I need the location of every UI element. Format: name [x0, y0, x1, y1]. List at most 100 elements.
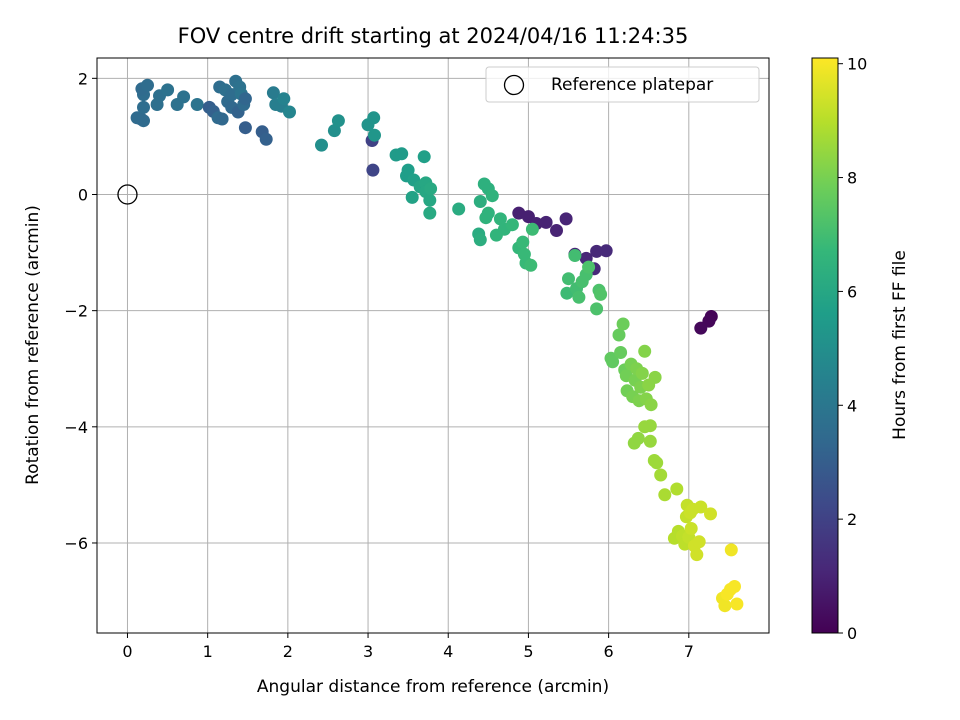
x-tick-label: 4: [443, 642, 453, 661]
data-point: [405, 190, 419, 204]
data-point: [582, 260, 596, 274]
data-point: [516, 235, 530, 249]
data-point: [694, 321, 708, 335]
data-point: [366, 163, 380, 177]
data-point: [562, 272, 575, 286]
data-point: [635, 366, 649, 380]
data-point: [559, 212, 573, 226]
data-point: [643, 419, 657, 433]
data-point: [283, 105, 296, 119]
colorbar-tick-label: 6: [847, 282, 857, 301]
data-point: [525, 222, 539, 236]
data-point: [690, 548, 704, 562]
data-point: [524, 258, 538, 272]
data-point: [485, 189, 499, 203]
y-axis-ticks: −6 −4 −2 0 2: [64, 69, 97, 553]
data-point: [670, 482, 684, 496]
colorbar-gradient: [811, 57, 839, 634]
data-point: [616, 317, 630, 331]
y-tick-label: 0: [78, 185, 88, 204]
legend: Reference platepar: [485, 66, 760, 103]
x-tick-label: 1: [203, 642, 213, 661]
data-point: [423, 193, 437, 207]
plot-area-frame: [96, 57, 770, 634]
data-point: [612, 328, 626, 342]
x-tick-label: 6: [604, 642, 614, 661]
data-point: [130, 111, 144, 125]
reference-platepar-marker: [117, 184, 138, 205]
data-point: [728, 580, 741, 593]
colorbar-tick-label: 4: [847, 396, 857, 415]
data-point: [704, 507, 717, 521]
data-point: [631, 431, 645, 445]
data-point: [694, 500, 708, 514]
x-axis-label: Angular distance from reference (arcmin): [257, 677, 609, 697]
x-axis-ticks: 0 1 2 3 4 5 6 7: [122, 633, 694, 661]
data-point: [644, 398, 658, 412]
data-point: [259, 132, 273, 146]
data-point: [718, 599, 732, 613]
x-tick-label: 3: [363, 642, 373, 661]
y-tick-label: −6: [64, 534, 88, 553]
data-point: [539, 215, 553, 229]
data-point: [658, 488, 672, 502]
reference-layer: [117, 184, 138, 205]
y-tick-label: −2: [64, 302, 88, 321]
data-point: [452, 202, 466, 216]
data-point: [590, 244, 604, 258]
legend-marker-open-circle: [503, 74, 525, 96]
data-point: [424, 182, 438, 196]
data-point: [684, 522, 698, 535]
x-tick-label: 7: [684, 642, 694, 661]
data-point: [724, 543, 738, 557]
x-tick-label: 5: [523, 642, 533, 661]
data-point: [395, 147, 409, 161]
data-point: [550, 224, 563, 237]
data-point: [473, 233, 487, 247]
colorbar-ticks: 0 2 4 6 8 10: [838, 55, 867, 643]
data-point: [590, 302, 604, 316]
legend-label: Reference platepar: [551, 75, 713, 95]
y-tick-label: −4: [64, 418, 88, 437]
data-point: [137, 100, 150, 114]
data-point: [315, 138, 328, 152]
data-point: [473, 195, 487, 208]
colorbar-label: Hours from first FF file: [890, 250, 910, 440]
data-point: [401, 163, 415, 177]
data-point: [331, 114, 345, 128]
data-point: [215, 112, 229, 126]
data-point: [481, 206, 495, 220]
data-point: [417, 150, 431, 164]
colorbar-tick-label: 8: [847, 169, 857, 188]
data-point: [505, 218, 519, 232]
chart-title: FOV centre drift starting at 2024/04/16 …: [178, 24, 689, 48]
data-point: [650, 456, 664, 470]
data-point: [238, 92, 252, 106]
colorbar-tick-label: 10: [847, 55, 867, 74]
y-axis-label: Rotation from reference (arcmin): [23, 205, 43, 485]
data-point: [692, 535, 706, 549]
grid-lines: [97, 58, 769, 633]
x-tick-label: 0: [122, 642, 132, 661]
x-tick-label: 2: [283, 642, 293, 661]
data-point: [730, 597, 744, 611]
data-point: [367, 111, 381, 125]
data-point: [568, 249, 582, 262]
data-point: [594, 287, 608, 301]
data-point: [423, 206, 437, 220]
data-point: [606, 355, 620, 369]
data-point: [493, 212, 507, 226]
data-point: [266, 86, 280, 100]
data-point: [572, 290, 586, 304]
data-point: [141, 78, 154, 92]
data-point: [599, 244, 613, 258]
data-point: [614, 346, 628, 359]
colorbar-tick-label: 0: [847, 624, 857, 643]
y-tick-label: 2: [78, 69, 88, 88]
data-point: [654, 468, 668, 482]
data-point: [648, 370, 662, 384]
data-point: [643, 434, 657, 448]
data-point: [368, 128, 381, 142]
scatter-points: [130, 74, 744, 613]
